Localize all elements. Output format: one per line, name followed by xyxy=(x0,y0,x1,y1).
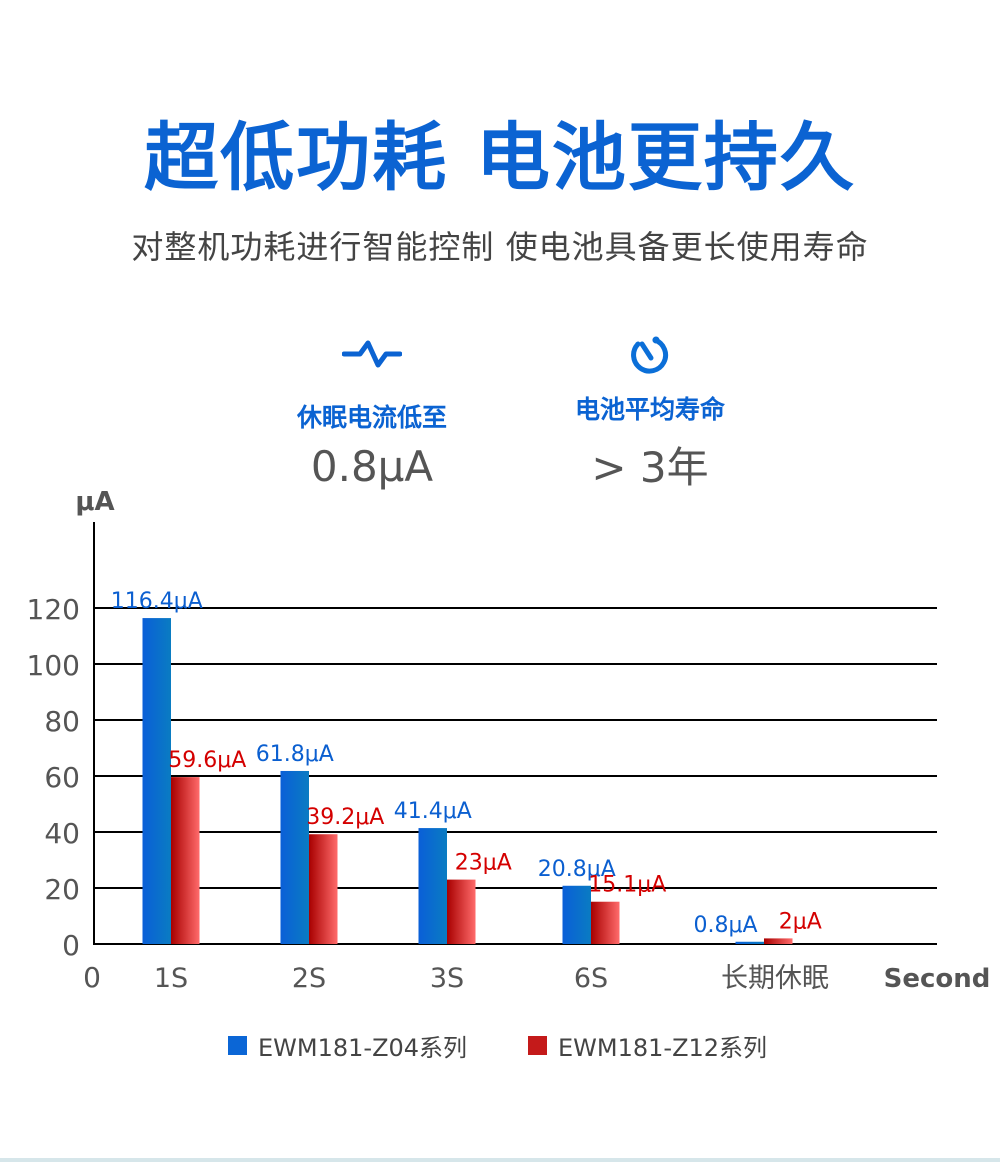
bar-series1 xyxy=(735,941,764,944)
page-subtitle: 对整机功耗进行智能控制 使电池具备更长使用寿命 xyxy=(131,228,869,266)
bar-series2 xyxy=(447,879,476,944)
bar-series2 xyxy=(309,834,338,944)
legend-label: EWM181-Z12系列 xyxy=(558,1034,768,1062)
data-label: 59.6μA xyxy=(168,748,246,773)
x-tick-label: 3S xyxy=(430,963,464,994)
y-tick-label: 100 xyxy=(27,649,80,682)
legend-item-series2: EWM181-Z12系列 xyxy=(528,1028,767,1063)
bar-series1 xyxy=(280,770,309,944)
y-tick-label: 60 xyxy=(44,761,80,794)
legend-label: EWM181-Z04系列 xyxy=(258,1034,468,1062)
x-tick-label: 6S xyxy=(574,963,608,994)
legend-swatch xyxy=(228,1036,247,1055)
bar-series2 xyxy=(171,777,200,944)
feature-battery-life: 电池平均寿命 > 3年 xyxy=(500,334,800,492)
page-title: 超低功耗 电池更持久 xyxy=(144,115,856,201)
y-tick-label: 40 xyxy=(44,817,80,850)
x-tick-label: 2S xyxy=(292,963,326,994)
x-tick-label: 长期休眠 xyxy=(721,963,829,994)
y-tick-label: 80 xyxy=(44,705,80,738)
y-tick-label: 0 xyxy=(62,929,80,962)
origin-label: 0 xyxy=(83,961,101,994)
bar-series2 xyxy=(591,901,620,944)
data-label: 61.8μA xyxy=(256,742,334,767)
y-axis-label: μA xyxy=(75,487,114,517)
bar-series1 xyxy=(142,618,171,944)
data-label: 15.1μA xyxy=(588,873,666,898)
x-axis-label: Second xyxy=(884,964,991,994)
feature-value: > 3年 xyxy=(591,443,709,492)
feature-label: 休眠电流低至 xyxy=(296,403,447,432)
data-label: 41.4μA xyxy=(394,799,472,824)
data-label: 23μA xyxy=(455,851,512,876)
data-label: 2μA xyxy=(779,909,822,934)
y-tick-label: 20 xyxy=(44,873,80,906)
data-label: 20.8μA xyxy=(538,857,616,882)
data-label: 116.4μA xyxy=(111,589,203,614)
data-label: 0.8μA xyxy=(693,913,757,938)
legend-item-series1: EWM181-Z04系列 xyxy=(228,1028,467,1063)
pulse-wave-icon xyxy=(342,340,402,368)
bar-series1 xyxy=(562,885,591,944)
bar-series1 xyxy=(418,828,447,944)
bottom-divider xyxy=(0,1158,1000,1162)
feature-value: 0.8μA xyxy=(310,442,434,491)
x-tick-label: 1S xyxy=(154,963,188,994)
legend-swatch xyxy=(528,1036,547,1055)
y-tick-label: 120 xyxy=(27,593,80,626)
data-label: 39.2μA xyxy=(306,805,384,830)
timer-icon xyxy=(631,336,669,374)
bar-series2 xyxy=(764,938,793,944)
feature-label: 电池平均寿命 xyxy=(574,395,725,424)
feature-sleep-current: 休眠电流低至 0.8μA xyxy=(222,338,522,491)
